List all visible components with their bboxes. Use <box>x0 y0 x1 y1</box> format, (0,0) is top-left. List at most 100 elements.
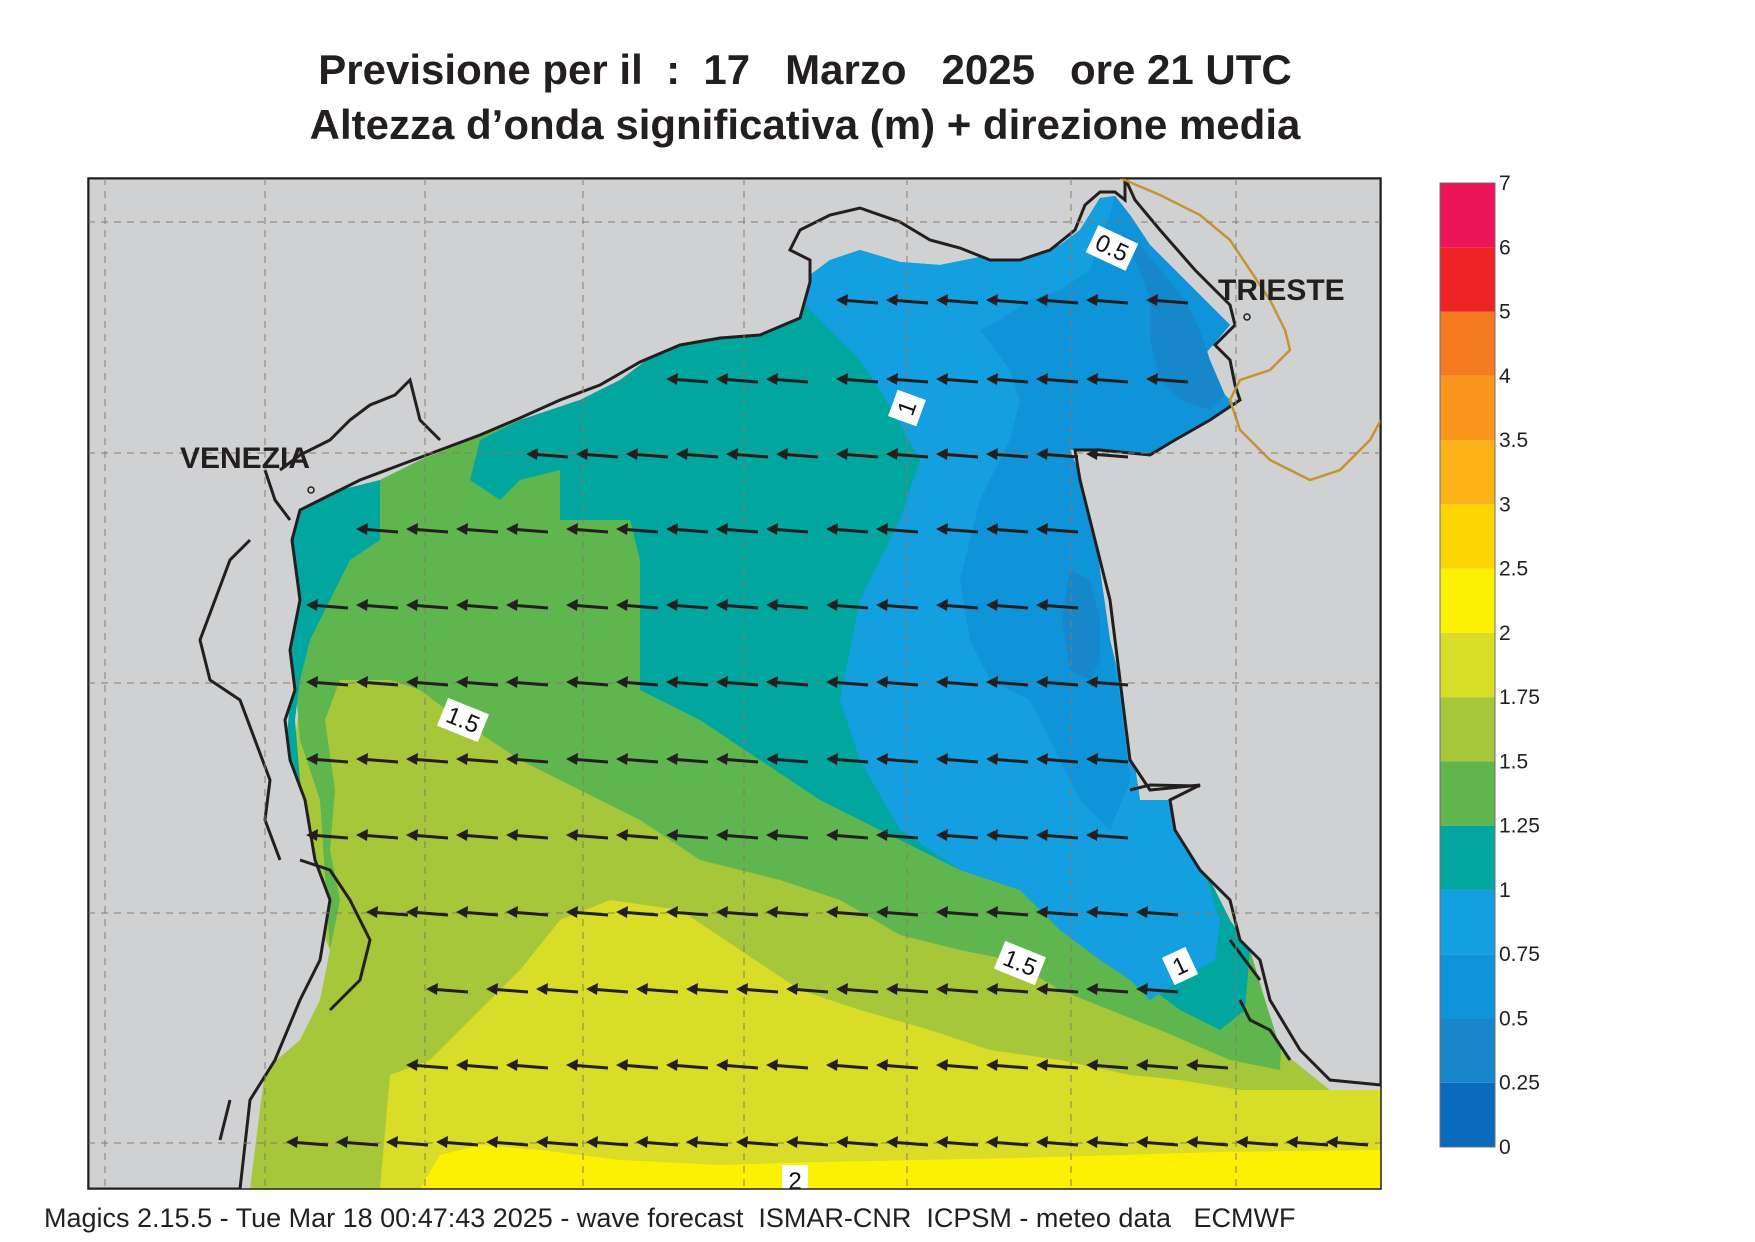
wave-arrow <box>716 906 759 918</box>
colorbar-swatch <box>1440 375 1495 441</box>
wave-arrow <box>766 373 809 385</box>
wave-arrow <box>886 1136 929 1148</box>
wave-arrow <box>616 599 659 611</box>
wave-arrow <box>626 448 669 460</box>
wave-arrow <box>616 676 659 688</box>
wave-arrow <box>456 753 499 765</box>
colorbar-tick-label: 2 <box>1499 622 1511 645</box>
contour-label-2-text: 2 <box>788 1168 801 1195</box>
wave-arrow <box>506 906 549 918</box>
wave-arrow <box>566 753 609 765</box>
wave-arrow <box>736 983 779 995</box>
wave-arrow <box>1036 294 1079 306</box>
wave-arrow <box>636 983 679 995</box>
wave-arrow <box>286 1136 329 1148</box>
wave-arrow <box>666 906 709 918</box>
wave-arrow <box>1036 523 1079 535</box>
wave-arrow <box>506 523 549 535</box>
wave-arrow <box>1036 983 1079 995</box>
wave-arrow <box>886 373 929 385</box>
wave-arrow <box>876 676 919 688</box>
wave-arrow <box>716 523 759 535</box>
venezia-marker <box>307 486 315 494</box>
wave-arrow <box>766 1059 809 1071</box>
wave-arrow <box>506 599 549 611</box>
wave-arrow <box>726 448 769 460</box>
wave-arrow <box>1326 1136 1369 1148</box>
wave-arrow <box>736 1136 779 1148</box>
wave-arrow <box>536 1136 579 1148</box>
sea-band-0-25-0-5 <box>1120 230 1225 410</box>
wave-arrow <box>986 676 1029 688</box>
wave-arrow <box>1036 448 1079 460</box>
wave-arrow <box>616 753 659 765</box>
colorbar-swatch <box>1440 183 1495 248</box>
wave-arrow <box>456 829 499 841</box>
wave-arrow <box>1036 599 1079 611</box>
wave-arrow <box>566 599 609 611</box>
contour-label-1-south: 1 <box>1161 946 1199 986</box>
wave-arrow <box>1086 448 1129 460</box>
land-istria <box>1073 178 1381 1087</box>
wave-arrow <box>836 294 879 306</box>
wave-arrow <box>456 1059 499 1071</box>
colorbar-tick-label: 6 <box>1499 236 1511 259</box>
wave-arrow <box>586 1136 629 1148</box>
colorbar-tick-label: 5 <box>1499 301 1511 324</box>
colorbar-tick-label: 3 <box>1499 493 1511 516</box>
wave-arrow <box>406 599 449 611</box>
wave-arrow <box>1086 906 1129 918</box>
wave-arrow <box>526 448 569 460</box>
wave-arrow <box>766 753 809 765</box>
wave-arrow <box>836 448 879 460</box>
wave-arrow <box>306 829 349 841</box>
wave-arrow <box>936 983 979 995</box>
wave-arrow <box>716 829 759 841</box>
wave-arrow <box>306 753 349 765</box>
wave-arrow <box>836 373 879 385</box>
colorbar-tick-label: 1 <box>1499 879 1511 902</box>
wave-arrow <box>766 676 809 688</box>
wave-arrow <box>366 906 409 918</box>
wave-arrow <box>536 983 579 995</box>
wave-arrow <box>506 676 549 688</box>
wave-arrow <box>826 1059 869 1071</box>
colorbar-frame <box>1439 182 1496 1148</box>
wave-arrow <box>566 906 609 918</box>
colorbar-swatch <box>1440 761 1495 826</box>
colorbar-swatch <box>1440 247 1495 312</box>
colorbar-swatch <box>1440 1018 1495 1083</box>
wave-arrow <box>566 1059 609 1071</box>
colorbar-swatch <box>1440 1082 1495 1147</box>
contour-labels: 0.5 1 1.5 1.5 1 2 <box>436 225 1199 1195</box>
wave-arrow <box>676 448 719 460</box>
city-label-trieste: TRIESTE <box>1218 274 1345 307</box>
wave-arrow <box>506 1059 549 1071</box>
wave-arrow <box>936 1059 979 1071</box>
colorbar-tick-label: 4 <box>1499 365 1511 388</box>
wave-arrow <box>356 829 399 841</box>
wave-arrow <box>1136 1059 1179 1071</box>
wave-arrow <box>986 829 1029 841</box>
wave-arrow <box>486 983 529 995</box>
wave-arrow <box>616 523 659 535</box>
wave-arrow <box>406 523 449 535</box>
colorbar-swatch <box>1440 889 1495 955</box>
wave-arrow <box>1136 983 1179 995</box>
wave-arrow <box>986 983 1029 995</box>
wave-arrow <box>406 1059 449 1071</box>
wave-arrow <box>666 523 709 535</box>
wave-arrow <box>1086 1059 1129 1071</box>
wave-arrow <box>1036 753 1079 765</box>
wave-arrow <box>766 523 809 535</box>
wave-arrow <box>986 294 1029 306</box>
wave-arrow <box>356 753 399 765</box>
wave-arrow <box>1146 294 1189 306</box>
wave-arrow <box>456 676 499 688</box>
wave-arrow <box>986 906 1029 918</box>
wave-arrow <box>386 1136 429 1148</box>
venice-lagoon-outline <box>198 377 442 1141</box>
wave-arrow <box>886 294 929 306</box>
wave-arrow <box>766 906 809 918</box>
wave-arrow <box>356 523 399 535</box>
